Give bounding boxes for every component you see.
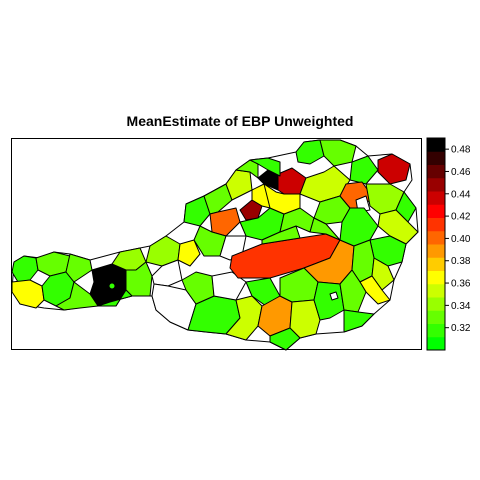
legend-color-step bbox=[427, 283, 445, 298]
legend-color-step bbox=[427, 230, 445, 245]
legend-color-step bbox=[427, 138, 445, 152]
district bbox=[343, 309, 375, 333]
district bbox=[377, 209, 419, 245]
legend-color-step bbox=[427, 336, 445, 351]
legend-color-step bbox=[427, 297, 445, 311]
legend-tick-label: 0.44 bbox=[451, 189, 471, 200]
vienna-hole bbox=[329, 291, 339, 301]
legend-tick-label: 0.48 bbox=[451, 145, 471, 156]
district bbox=[309, 217, 341, 241]
district bbox=[11, 279, 45, 309]
legend-tick-label: 0.32 bbox=[451, 323, 471, 334]
legend-color-step bbox=[427, 323, 445, 338]
district bbox=[225, 169, 253, 201]
legend-tick-label: 0.34 bbox=[451, 301, 471, 312]
legend-tick-label: 0.38 bbox=[451, 256, 471, 267]
legend-tick-label: 0.42 bbox=[451, 212, 471, 223]
district bbox=[177, 239, 201, 267]
legend-color-step bbox=[427, 257, 445, 271]
legend-tick-label: 0.40 bbox=[451, 234, 471, 245]
legend-color-step bbox=[427, 177, 445, 192]
district-dark bbox=[89, 263, 127, 307]
map-frame bbox=[11, 138, 422, 350]
color-legend bbox=[427, 138, 445, 351]
legend-frame bbox=[426, 137, 446, 351]
district bbox=[371, 257, 395, 291]
legend-color-step bbox=[427, 191, 445, 205]
marker-dot bbox=[108, 282, 116, 290]
district bbox=[339, 207, 379, 247]
district bbox=[349, 155, 379, 185]
legend-ticks: 0.48 0.46 0.44 0.42 0.40 0.38 0.36 0.34 0.32 bbox=[445, 145, 471, 334]
district bbox=[11, 255, 39, 283]
district bbox=[65, 253, 93, 283]
district-red bbox=[377, 153, 411, 185]
district bbox=[263, 183, 301, 215]
district bbox=[203, 183, 233, 215]
legend-color-step bbox=[427, 217, 445, 232]
district-polygons bbox=[11, 139, 419, 351]
legend-color-step bbox=[427, 151, 445, 165]
legend-tick-label: 0.36 bbox=[451, 279, 471, 290]
district bbox=[249, 157, 281, 177]
district bbox=[269, 327, 301, 351]
district-red bbox=[239, 199, 263, 221]
legend-color-step bbox=[427, 270, 445, 285]
legend-color-step bbox=[427, 310, 445, 324]
district bbox=[97, 289, 133, 307]
legend-color-step bbox=[427, 164, 445, 179]
legend-color-step bbox=[427, 244, 445, 258]
district bbox=[261, 225, 301, 245]
district bbox=[55, 281, 99, 311]
map-title: MeanEstimate of EBP Unweighted bbox=[126, 113, 354, 129]
district bbox=[211, 271, 247, 301]
district bbox=[235, 159, 259, 179]
legend-tick-label: 0.46 bbox=[451, 167, 471, 178]
legend-color-step bbox=[427, 204, 445, 218]
